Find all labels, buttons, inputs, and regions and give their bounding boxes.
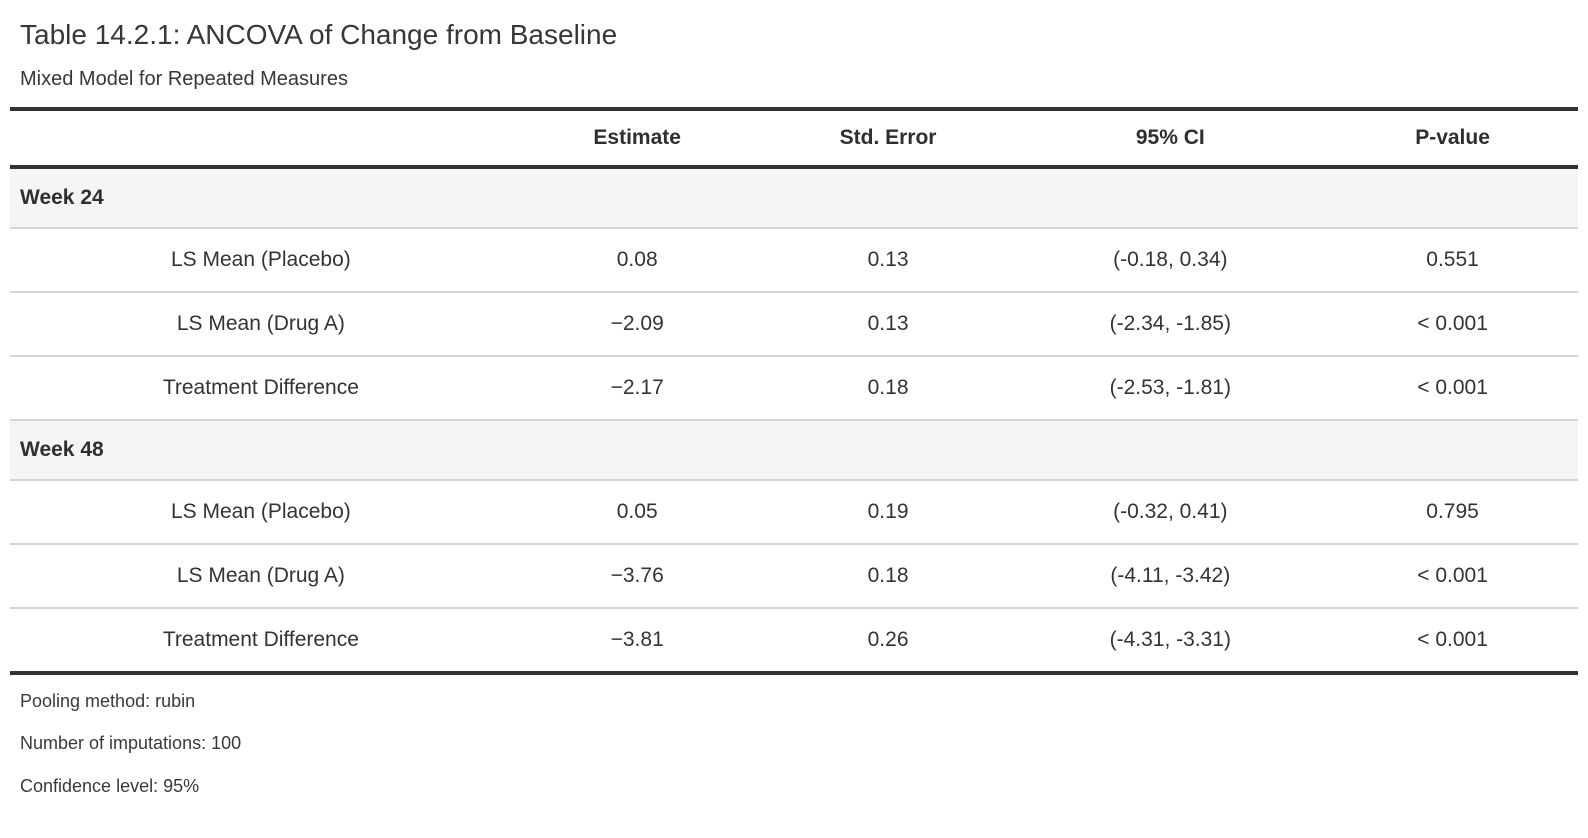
- cell-ci: (-4.31, -3.31): [1013, 607, 1328, 673]
- table-row: LS Mean (Placebo) 0.05 0.19 (-0.32, 0.41…: [10, 479, 1578, 545]
- footnote-pooling-method: Pooling method: rubin: [20, 690, 196, 711]
- cell-std-error: 0.26: [762, 607, 1014, 673]
- cell-std-error: 0.13: [762, 227, 1014, 293]
- cell-ci: (-2.34, -1.85): [1013, 291, 1328, 357]
- column-header-stub: [10, 108, 512, 169]
- cell-estimate: 0.08: [511, 227, 763, 293]
- page-subtitle: Mixed Model for Repeated Measures: [20, 67, 348, 90]
- cell-std-error: 0.19: [762, 479, 1014, 545]
- results-table: Estimate Std. Error 95% CI P-value Week …: [10, 106, 1578, 675]
- row-label: LS Mean (Placebo): [10, 479, 512, 545]
- row-label: LS Mean (Drug A): [10, 291, 512, 357]
- column-header-estimate: Estimate: [511, 108, 763, 169]
- row-label: LS Mean (Placebo): [10, 227, 512, 293]
- cell-estimate: −2.17: [511, 355, 763, 421]
- column-header-ci: 95% CI: [1013, 108, 1328, 169]
- group-label: Week 48: [10, 419, 1578, 481]
- cell-p-value: < 0.001: [1327, 291, 1578, 357]
- footnotes: Pooling method: rubin Number of imputati…: [10, 675, 1578, 798]
- cell-p-value: 0.795: [1327, 479, 1578, 545]
- group-label: Week 24: [10, 166, 1578, 229]
- cell-std-error: 0.13: [762, 291, 1014, 357]
- cell-estimate: −2.09: [511, 291, 763, 357]
- cell-p-value: < 0.001: [1327, 355, 1578, 421]
- cell-p-value: < 0.001: [1327, 543, 1578, 609]
- cell-ci: (-2.53, -1.81): [1013, 355, 1328, 421]
- column-header-std-error: Std. Error: [762, 108, 1014, 169]
- table-row: Treatment Difference −2.17 0.18 (-2.53, …: [10, 355, 1578, 421]
- column-header-p-value: P-value: [1327, 108, 1578, 169]
- cell-ci: (-4.11, -3.42): [1013, 543, 1328, 609]
- cell-estimate: 0.05: [511, 479, 763, 545]
- footnote-confidence-level: Confidence level: 95%: [20, 775, 200, 796]
- header-row: Estimate Std. Error 95% CI P-value: [10, 108, 1578, 169]
- cell-p-value: 0.551: [1327, 227, 1578, 293]
- cell-std-error: 0.18: [762, 355, 1014, 421]
- cell-estimate: −3.76: [511, 543, 763, 609]
- cell-ci: (-0.32, 0.41): [1013, 479, 1328, 545]
- row-label: LS Mean (Drug A): [10, 543, 512, 609]
- group-header-row: Week 48: [10, 419, 1578, 481]
- group-header-row: Week 24: [10, 166, 1578, 229]
- table-row: LS Mean (Drug A) −3.76 0.18 (-4.11, -3.4…: [10, 543, 1578, 609]
- table-row: LS Mean (Drug A) −2.09 0.13 (-2.34, -1.8…: [10, 291, 1578, 357]
- cell-estimate: −3.81: [511, 607, 763, 673]
- page-title: Table 14.2.1: ANCOVA of Change from Base…: [20, 19, 618, 50]
- cell-std-error: 0.18: [762, 543, 1014, 609]
- row-label: Treatment Difference: [10, 607, 512, 673]
- table-row: Treatment Difference −3.81 0.26 (-4.31, …: [10, 607, 1578, 673]
- row-label: Treatment Difference: [10, 355, 512, 421]
- table-body: Week 24 LS Mean (Placebo) 0.08 0.13 (-0.…: [10, 166, 1578, 673]
- cell-p-value: < 0.001: [1327, 607, 1578, 673]
- footnote-num-imputations: Number of imputations: 100: [20, 733, 242, 754]
- table-row: LS Mean (Placebo) 0.08 0.13 (-0.18, 0.34…: [10, 227, 1578, 293]
- cell-ci: (-0.18, 0.34): [1013, 227, 1328, 293]
